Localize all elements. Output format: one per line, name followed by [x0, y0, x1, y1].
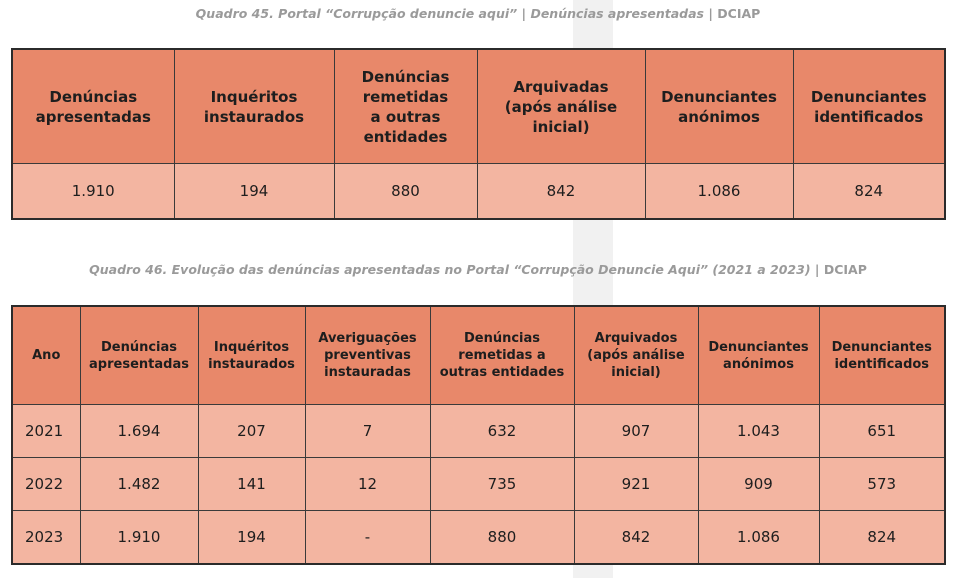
table-cell: 1.086 — [697, 510, 820, 565]
table-cell: 842 — [573, 510, 699, 565]
header-cell: Denúncias apresentadas — [79, 305, 199, 405]
table-cell: 194 — [173, 163, 335, 220]
header-cell: Denúncias remetidas a outras entidades — [333, 48, 478, 164]
year-cell: 2023 — [11, 510, 81, 565]
header-cell: Denunciantes anónimos — [644, 48, 794, 164]
quadro-46-caption-tail: | DCIAP — [814, 262, 867, 277]
header-cell: Arquivadas (após análise inicial) — [476, 48, 646, 164]
header-cell: Denúncias remetidas a outras entidades — [429, 305, 575, 405]
table-cell: 880 — [429, 510, 575, 565]
table-cell: 921 — [573, 457, 699, 511]
quadro-46-table: Ano Denúncias apresentadas Inquéritos in… — [11, 305, 946, 565]
table-cell: 1.694 — [79, 404, 199, 458]
header-cell: Denúncias apresentadas — [11, 48, 175, 164]
table-cell: 207 — [197, 404, 306, 458]
year-cell: 2021 — [11, 404, 81, 458]
header-row: Denúncias apresentadas Inquéritos instau… — [11, 48, 946, 164]
quadro-45-caption: Quadro 45. Portal “Corrupção denuncie aq… — [0, 6, 956, 21]
header-cell: Denunciantes anónimos — [697, 305, 820, 405]
table-row: 2022 1.482 141 12 735 921 909 573 — [11, 457, 946, 511]
table-cell: 824 — [792, 163, 946, 220]
table-cell: 907 — [573, 404, 699, 458]
table-cell: 1.482 — [79, 457, 199, 511]
table-cell: 1.043 — [697, 404, 820, 458]
table-cell: 651 — [818, 404, 946, 458]
table-row: 1.910 194 880 842 1.086 824 — [11, 163, 946, 220]
header-cell: Denunciantes identificados — [818, 305, 946, 405]
table-cell: - — [304, 510, 431, 565]
table-row: 2023 1.910 194 - 880 842 1.086 824 — [11, 510, 946, 565]
header-cell: Averiguações preventivas instauradas — [304, 305, 431, 405]
header-cell: Arquivados (após análise inicial) — [573, 305, 699, 405]
quadro-45-caption-tail: | DCIAP — [708, 6, 761, 21]
table-cell: 1.910 — [11, 163, 175, 220]
quadro-46-caption: Quadro 46. Evolução das denúncias aprese… — [0, 262, 956, 277]
table-cell: 842 — [476, 163, 646, 220]
header-cell: Inquéritos instaurados — [197, 305, 306, 405]
table-cell: 909 — [697, 457, 820, 511]
year-cell: 2022 — [11, 457, 81, 511]
table-cell: 1.910 — [79, 510, 199, 565]
quadro-46-caption-main: Quadro 46. Evolução das denúncias aprese… — [89, 262, 811, 277]
table-cell: 7 — [304, 404, 431, 458]
quadro-45-caption-main: Quadro 45. Portal “Corrupção denuncie aq… — [195, 6, 704, 21]
header-cell: Ano — [11, 305, 81, 405]
table-row: 2021 1.694 207 7 632 907 1.043 651 — [11, 404, 946, 458]
header-cell: Denunciantes identificados — [792, 48, 946, 164]
table-cell: 824 — [818, 510, 946, 565]
table-cell: 12 — [304, 457, 431, 511]
table-cell: 880 — [333, 163, 478, 220]
table-cell: 194 — [197, 510, 306, 565]
header-row: Ano Denúncias apresentadas Inquéritos in… — [11, 305, 946, 405]
table-cell: 735 — [429, 457, 575, 511]
table-cell: 141 — [197, 457, 306, 511]
table-cell: 1.086 — [644, 163, 794, 220]
table-cell: 632 — [429, 404, 575, 458]
header-cell: Inquéritos instaurados — [173, 48, 335, 164]
table-cell: 573 — [818, 457, 946, 511]
quadro-45-table: Denúncias apresentadas Inquéritos instau… — [11, 48, 946, 220]
